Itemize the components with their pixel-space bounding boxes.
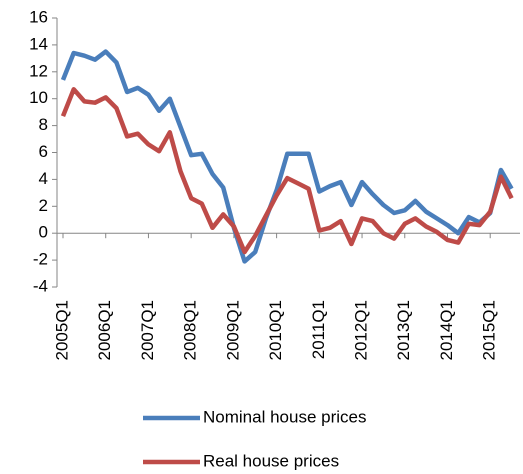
- x-tick-label: 2008Q1: [181, 300, 200, 361]
- x-tick-label: 2010Q1: [266, 300, 285, 361]
- y-tick-label: 10: [29, 88, 48, 107]
- x-tick-label: 2007Q1: [138, 300, 157, 361]
- y-tick-label: 12: [29, 61, 48, 80]
- y-tick-label: -2: [33, 250, 48, 269]
- legend-label: Real house prices: [203, 451, 339, 470]
- x-tick-label: 2005Q1: [52, 300, 71, 361]
- y-tick-label: 0: [39, 223, 48, 242]
- y-tick-label: 4: [39, 169, 48, 188]
- y-tick-label: 6: [39, 142, 48, 161]
- y-tick-label: 2: [39, 196, 48, 215]
- legend-label: Nominal house prices: [203, 407, 366, 426]
- x-tick-label: 2006Q1: [95, 300, 114, 361]
- y-tick-label: 8: [39, 115, 48, 134]
- x-tick-label: 2011Q1: [309, 300, 328, 359]
- series-line: [60, 49, 514, 264]
- x-tick-label: 2012Q1: [352, 300, 371, 361]
- x-tick-label: 2009Q1: [223, 300, 242, 361]
- x-tick-label: 2015Q1: [480, 300, 499, 361]
- x-tick-label: 2013Q1: [394, 300, 413, 361]
- y-tick-label: -4: [33, 276, 48, 295]
- x-tick-label: 2014Q1: [437, 300, 456, 361]
- series-line: [60, 87, 514, 255]
- y-tick-label: 14: [29, 34, 48, 53]
- y-tick-label: 16: [29, 7, 48, 26]
